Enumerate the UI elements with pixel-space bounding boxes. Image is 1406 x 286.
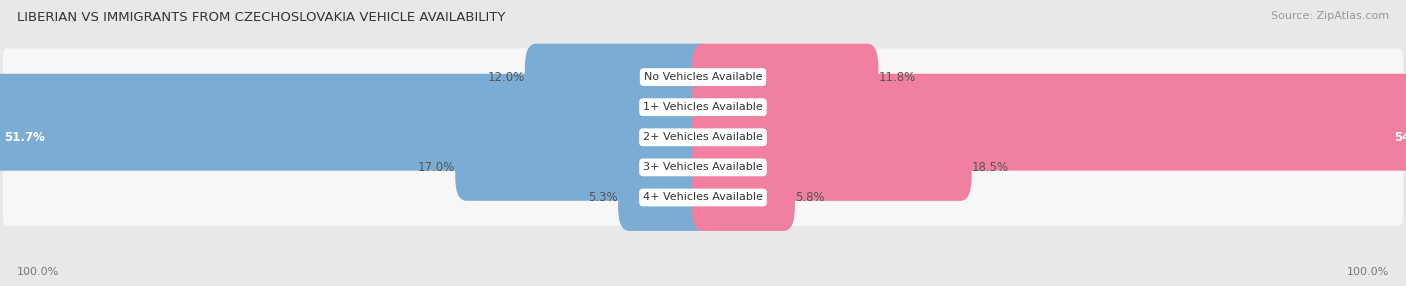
Text: 5.8%: 5.8% (794, 191, 824, 204)
FancyBboxPatch shape (692, 44, 879, 110)
FancyBboxPatch shape (3, 109, 1403, 166)
FancyBboxPatch shape (456, 134, 714, 201)
FancyBboxPatch shape (0, 104, 714, 171)
FancyBboxPatch shape (524, 44, 714, 110)
FancyBboxPatch shape (3, 48, 1403, 106)
FancyBboxPatch shape (619, 164, 714, 231)
Text: 100.0%: 100.0% (1347, 267, 1389, 277)
FancyBboxPatch shape (692, 104, 1406, 171)
FancyBboxPatch shape (692, 74, 1406, 141)
FancyBboxPatch shape (0, 74, 714, 141)
Text: 4+ Vehicles Available: 4+ Vehicles Available (643, 192, 763, 202)
Text: 54.1%: 54.1% (1395, 131, 1406, 144)
Text: Source: ZipAtlas.com: Source: ZipAtlas.com (1271, 11, 1389, 21)
Text: 17.0%: 17.0% (418, 161, 456, 174)
FancyBboxPatch shape (3, 79, 1403, 136)
Text: 3+ Vehicles Available: 3+ Vehicles Available (643, 162, 763, 172)
Text: 5.3%: 5.3% (589, 191, 619, 204)
Text: 2+ Vehicles Available: 2+ Vehicles Available (643, 132, 763, 142)
Text: 51.7%: 51.7% (4, 131, 45, 144)
FancyBboxPatch shape (692, 164, 794, 231)
Text: 100.0%: 100.0% (17, 267, 59, 277)
Text: 1+ Vehicles Available: 1+ Vehicles Available (643, 102, 763, 112)
Text: No Vehicles Available: No Vehicles Available (644, 72, 762, 82)
FancyBboxPatch shape (3, 169, 1403, 226)
Text: LIBERIAN VS IMMIGRANTS FROM CZECHOSLOVAKIA VEHICLE AVAILABILITY: LIBERIAN VS IMMIGRANTS FROM CZECHOSLOVAK… (17, 11, 505, 24)
Text: 11.8%: 11.8% (879, 71, 915, 84)
Text: 18.5%: 18.5% (972, 161, 1008, 174)
FancyBboxPatch shape (3, 139, 1403, 196)
FancyBboxPatch shape (692, 134, 972, 201)
Text: 12.0%: 12.0% (488, 71, 524, 84)
